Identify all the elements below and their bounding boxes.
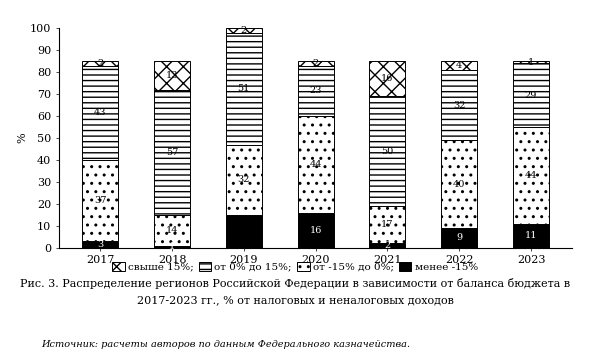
Text: 9: 9 <box>456 233 463 242</box>
Bar <box>154 215 190 246</box>
Text: 2: 2 <box>384 241 391 250</box>
Text: 2017-2023 гг., % от налоговых и неналоговых доходов: 2017-2023 гг., % от налоговых и неналого… <box>136 296 454 306</box>
Text: 37: 37 <box>94 196 107 205</box>
Text: 14: 14 <box>166 226 178 235</box>
Bar <box>513 127 549 224</box>
Text: 1: 1 <box>169 242 175 251</box>
Bar <box>441 228 477 248</box>
Legend: свыше 15%;, от 0% до 15%;, от -15% до 0%;, менее -15%: свыше 15%;, от 0% до 15%;, от -15% до 0%… <box>112 262 478 272</box>
Text: 2: 2 <box>97 59 103 68</box>
Text: Рис. 3. Распределение регионов Российской Федерации в зависимости от баланса бюд: Рис. 3. Распределение регионов Российско… <box>20 278 570 289</box>
Text: 4: 4 <box>456 61 463 70</box>
Text: 16: 16 <box>381 74 394 83</box>
Text: 44: 44 <box>309 160 322 169</box>
Bar <box>226 215 262 248</box>
Text: 2: 2 <box>313 59 319 68</box>
Text: 1: 1 <box>528 58 534 67</box>
Text: 43: 43 <box>94 108 107 117</box>
Bar <box>298 61 333 65</box>
Bar <box>154 246 190 248</box>
Bar <box>441 70 477 140</box>
Text: 2: 2 <box>241 26 247 35</box>
Bar <box>513 224 549 248</box>
Text: 29: 29 <box>525 91 537 100</box>
Bar <box>83 61 118 65</box>
Text: 32: 32 <box>238 175 250 184</box>
Text: 51: 51 <box>238 84 250 93</box>
Text: 13: 13 <box>166 71 178 80</box>
Text: 17: 17 <box>381 220 394 229</box>
Bar <box>441 61 477 70</box>
Bar <box>154 90 190 215</box>
Y-axis label: %: % <box>17 133 27 143</box>
Bar <box>226 33 262 145</box>
Text: 16: 16 <box>310 226 322 235</box>
Text: 11: 11 <box>525 231 537 240</box>
Bar <box>226 28 262 33</box>
Bar <box>513 61 549 63</box>
Text: 57: 57 <box>166 148 178 157</box>
Text: 44: 44 <box>525 171 537 180</box>
Text: Источник: расчеты авторов по данным Федерального казначейства.: Источник: расчеты авторов по данным Феде… <box>41 340 411 349</box>
Text: 23: 23 <box>309 86 322 95</box>
Bar <box>226 145 262 215</box>
Bar <box>83 160 118 241</box>
Bar <box>369 96 405 206</box>
Text: 3: 3 <box>97 240 103 249</box>
Bar <box>513 63 549 127</box>
Bar <box>369 61 405 96</box>
Text: 50: 50 <box>381 147 394 156</box>
Text: 40: 40 <box>453 179 466 189</box>
Bar <box>369 244 405 248</box>
Bar <box>83 65 118 160</box>
Bar <box>369 206 405 244</box>
Bar <box>154 61 190 90</box>
Bar <box>441 140 477 228</box>
Bar <box>83 241 118 248</box>
Bar <box>298 116 333 213</box>
Bar <box>298 213 333 248</box>
Text: 32: 32 <box>453 101 466 110</box>
Bar <box>298 65 333 116</box>
